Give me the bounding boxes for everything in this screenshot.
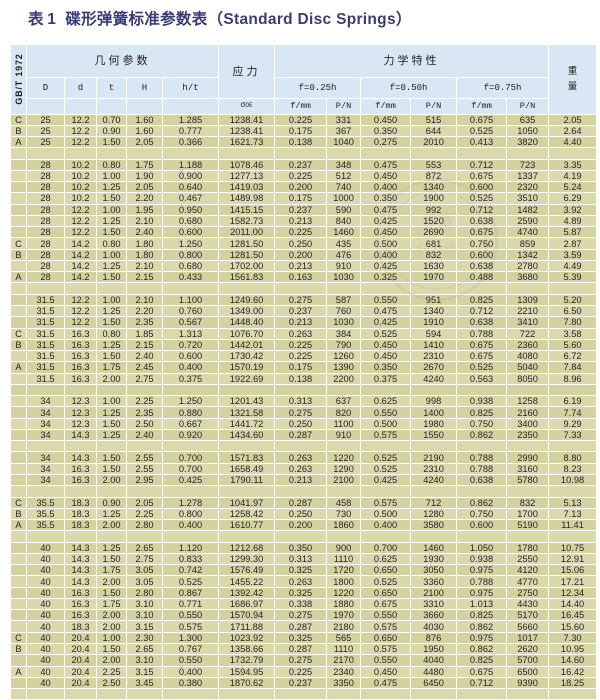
svg-text:弹簧: 弹簧 <box>420 212 454 231</box>
svg-text:标准件: 标准件 <box>416 243 459 260</box>
